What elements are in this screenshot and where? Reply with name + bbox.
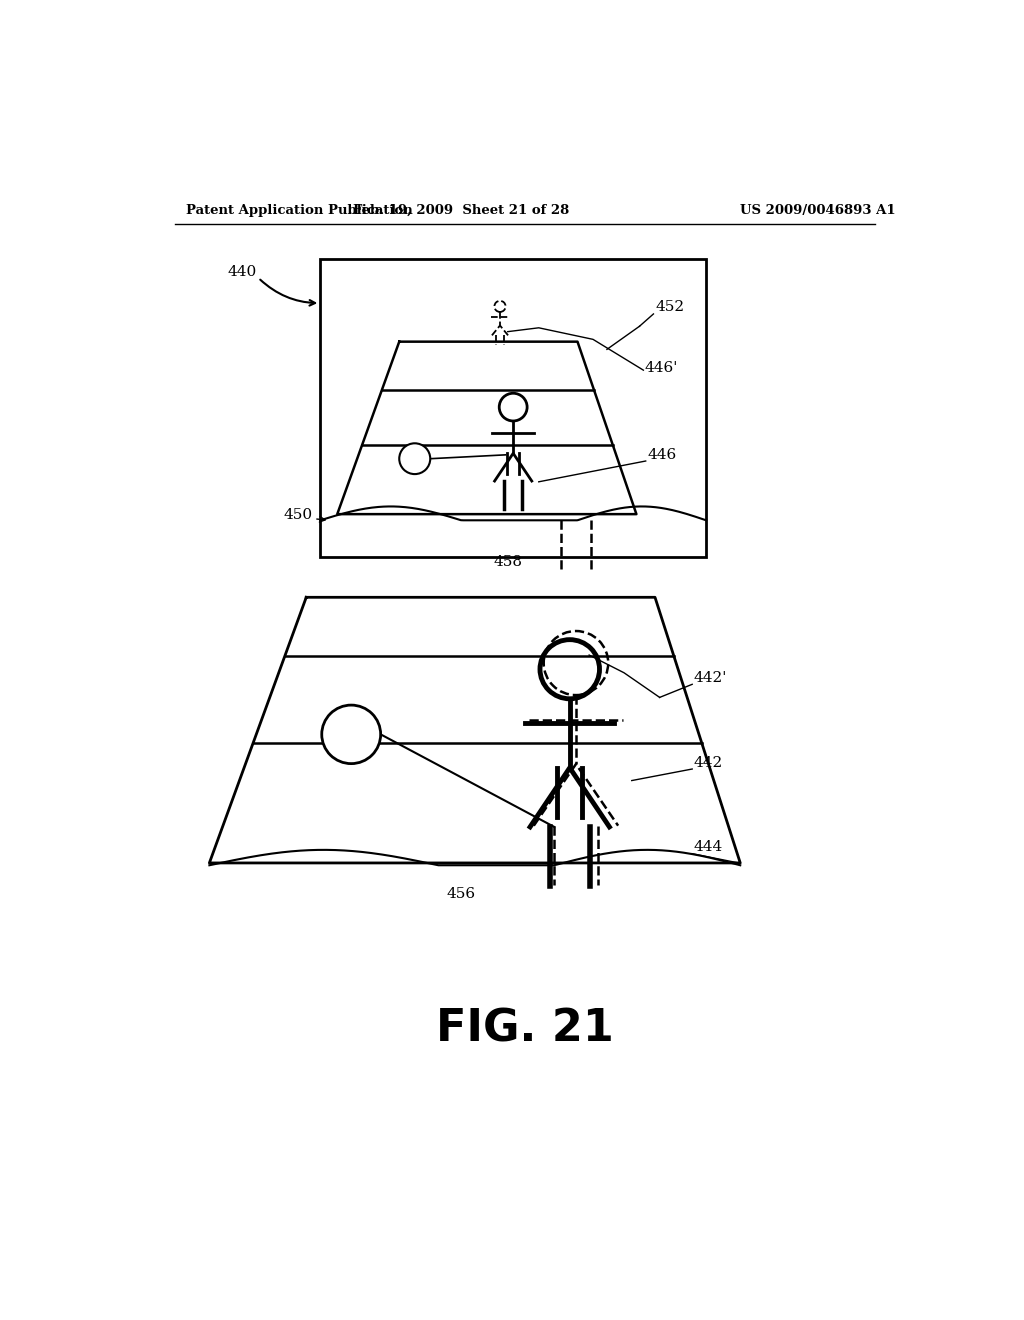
Circle shape bbox=[399, 444, 430, 474]
Text: 440: 440 bbox=[227, 265, 256, 280]
Text: 452: 452 bbox=[655, 300, 684, 314]
Text: US 2009/0046893 A1: US 2009/0046893 A1 bbox=[740, 205, 896, 218]
Text: 442: 442 bbox=[693, 755, 723, 770]
Text: 444: 444 bbox=[693, 841, 723, 854]
Text: 450: 450 bbox=[283, 508, 312, 521]
Bar bbox=[321, 259, 707, 557]
Text: FIG. 21: FIG. 21 bbox=[436, 1007, 613, 1049]
Polygon shape bbox=[209, 598, 740, 863]
Polygon shape bbox=[337, 342, 636, 515]
Text: 446': 446' bbox=[644, 362, 678, 375]
Text: Feb. 19, 2009  Sheet 21 of 28: Feb. 19, 2009 Sheet 21 of 28 bbox=[353, 205, 569, 218]
Text: 446: 446 bbox=[647, 447, 677, 462]
Text: 442': 442' bbox=[693, 671, 727, 685]
Text: Patent Application Publication: Patent Application Publication bbox=[186, 205, 413, 218]
Text: 456: 456 bbox=[446, 887, 476, 900]
Circle shape bbox=[322, 705, 381, 763]
Text: 458: 458 bbox=[494, 556, 522, 569]
